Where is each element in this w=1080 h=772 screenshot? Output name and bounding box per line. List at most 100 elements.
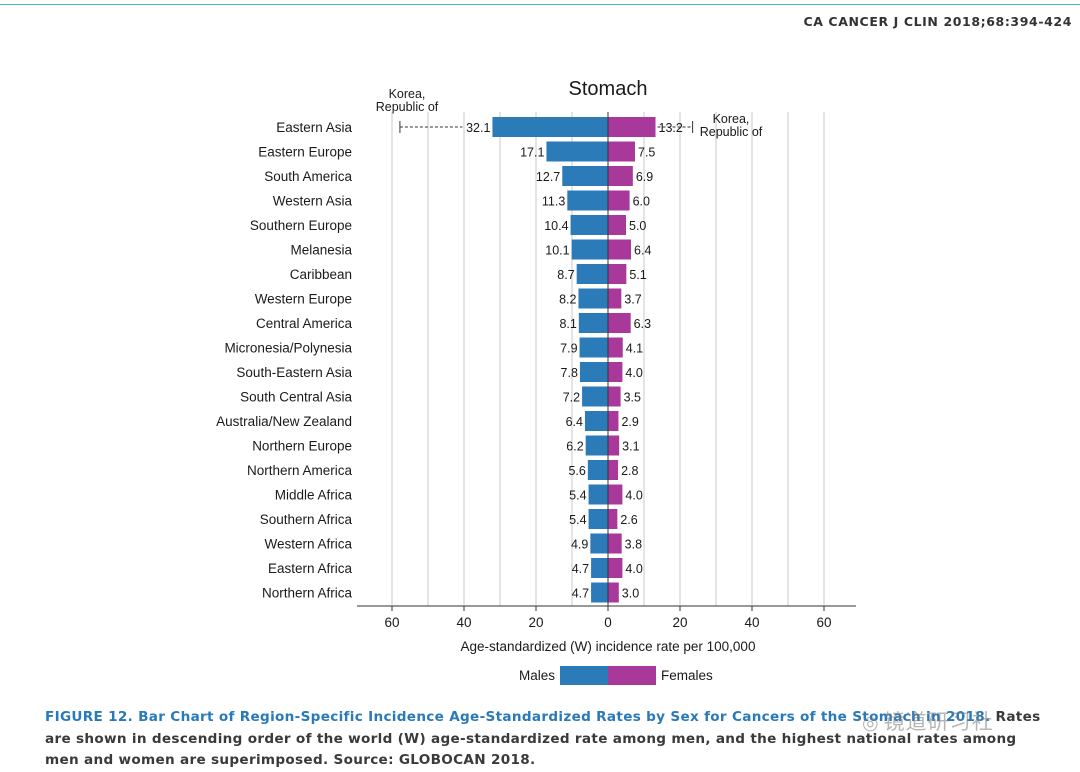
bar-male <box>585 435 608 456</box>
bar-male <box>579 337 608 358</box>
bar-female <box>608 435 620 456</box>
category-label: South-Eastern Asia <box>236 365 352 380</box>
value-label-male: 4.7 <box>572 562 589 576</box>
bar-male <box>590 533 608 554</box>
bar-female <box>608 264 627 284</box>
highest-female-country: Korea, <box>713 112 750 126</box>
legend-swatch-females <box>608 666 656 685</box>
value-label-female: 5.0 <box>629 219 646 233</box>
category-label: Melanesia <box>290 243 352 258</box>
value-label-female: 2.8 <box>621 464 638 478</box>
highest-male-country: Korea, <box>389 87 426 101</box>
bar-male <box>571 239 608 260</box>
value-label-male: 8.7 <box>557 268 574 282</box>
category-label: Australia/New Zealand <box>216 414 352 429</box>
category-label: Northern Africa <box>262 586 353 601</box>
bar-female <box>608 386 621 407</box>
category-label: Western Africa <box>264 537 352 552</box>
bar-female <box>608 215 626 235</box>
value-label-female: 7.5 <box>638 146 655 160</box>
bar-female <box>608 558 623 578</box>
bar-female <box>608 313 631 333</box>
value-label-female: 3.0 <box>622 587 639 601</box>
chart-title: Stomach <box>569 78 648 100</box>
bar-male <box>587 460 608 480</box>
category-label: South Central Asia <box>240 390 352 405</box>
bar-male <box>582 386 608 407</box>
journal-citation: CA CANCER J CLIN 2018;68:394-424 <box>803 14 1072 29</box>
value-label-male: 32.1 <box>466 121 490 135</box>
value-label-female: 6.3 <box>634 317 651 331</box>
x-axis-label: Age-standardized (W) incidence rate per … <box>461 639 756 654</box>
wechat-icon: ◎ <box>862 712 880 734</box>
legend-label-females: Females <box>661 668 713 683</box>
value-label-female: 4.0 <box>625 562 642 576</box>
value-label-female: 3.1 <box>622 440 639 454</box>
bar-female <box>608 509 618 529</box>
value-label-male: 4.7 <box>572 587 589 601</box>
bar-male <box>578 288 608 309</box>
category-label: Micronesia/Polynesia <box>224 341 352 356</box>
x-tick-label: 60 <box>816 615 831 630</box>
bar-female <box>608 141 635 162</box>
category-label: Western Asia <box>273 194 353 209</box>
x-tick-label: 0 <box>604 615 612 630</box>
value-label-male: 7.2 <box>563 391 580 405</box>
bar-male <box>584 411 608 431</box>
value-label-male: 8.1 <box>559 317 576 331</box>
value-label-female: 4.0 <box>625 489 642 503</box>
bar-male <box>567 190 608 211</box>
caption-body: Rates are shown in descending order of t… <box>45 709 1041 768</box>
value-label-female: 6.0 <box>633 195 650 209</box>
x-tick-label: 20 <box>528 615 543 630</box>
bar-male <box>591 558 608 578</box>
bar-male <box>588 509 608 529</box>
bar-female <box>608 484 623 505</box>
category-label: Southern Europe <box>250 218 352 233</box>
bar-male <box>546 141 608 162</box>
caption-lead: FIGURE 12. Bar Chart of Region-Specific … <box>45 709 991 725</box>
value-label-male: 8.2 <box>559 293 576 307</box>
legend-swatch-males <box>560 666 608 685</box>
value-label-male: 7.9 <box>560 342 577 356</box>
bar-female <box>608 190 630 211</box>
watermark: ◎ 镜道研习社 <box>862 706 994 736</box>
x-tick-label: 60 <box>384 615 399 630</box>
highest-male-country: Republic of <box>376 100 439 114</box>
value-label-male: 4.9 <box>571 538 588 552</box>
category-label: Caribbean <box>290 267 352 282</box>
bar-male <box>591 582 608 603</box>
x-tick-label: 40 <box>456 615 471 630</box>
bar-male <box>576 264 608 284</box>
category-label: Central America <box>256 316 353 331</box>
bar-female <box>608 337 623 358</box>
bar-female <box>608 582 619 603</box>
bar-female <box>608 460 619 480</box>
bar-female <box>608 362 623 382</box>
value-label-female: 6.4 <box>634 244 651 258</box>
value-label-male: 10.1 <box>545 244 569 258</box>
value-label-female: 3.5 <box>624 391 641 405</box>
value-label-female: 13.2 <box>659 121 683 135</box>
value-label-male: 6.4 <box>566 415 583 429</box>
value-label-male: 5.6 <box>568 464 585 478</box>
bar-female <box>608 166 633 186</box>
category-label: Eastern Asia <box>276 120 352 135</box>
bar-female <box>608 411 619 431</box>
category-label: Northern America <box>247 463 353 478</box>
category-label: Middle Africa <box>275 488 353 503</box>
bar-male <box>570 215 608 235</box>
category-label: Eastern Europe <box>258 145 352 160</box>
value-label-male: 12.7 <box>536 170 560 184</box>
figure-caption: FIGURE 12. Bar Chart of Region-Specific … <box>45 707 1055 772</box>
category-label: South America <box>264 169 352 184</box>
top-rule <box>0 4 1080 5</box>
legend-label-males: Males <box>519 668 555 683</box>
bar-male <box>588 484 608 505</box>
value-label-female: 3.7 <box>624 293 641 307</box>
highest-female-country: Republic of <box>700 125 763 139</box>
bar-female <box>608 533 622 554</box>
value-label-female: 4.1 <box>626 342 643 356</box>
value-label-male: 5.4 <box>569 513 586 527</box>
bar-female <box>608 288 622 309</box>
